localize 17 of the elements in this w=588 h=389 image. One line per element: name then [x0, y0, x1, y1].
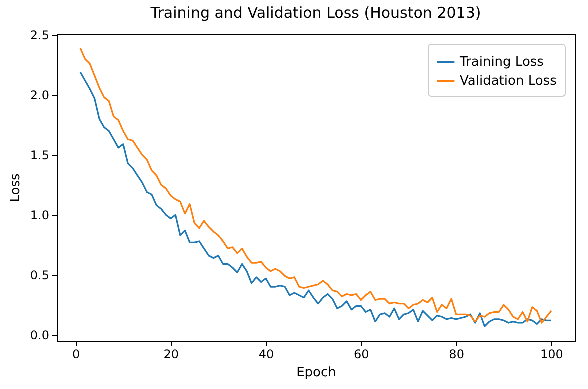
x-tick-label: 60 — [354, 348, 370, 362]
legend-label: Validation Loss — [460, 74, 558, 89]
y-tick-label: 2.0 — [30, 88, 50, 103]
y-tick-label: 2.5 — [30, 28, 50, 43]
x-tick-label: 0 — [72, 348, 80, 362]
y-tick-label: 0.0 — [30, 328, 50, 343]
x-tick-label: 20 — [164, 348, 180, 362]
x-axis-title: Epoch — [296, 366, 336, 380]
x-tick-label: 40 — [258, 348, 274, 362]
y-tick-label: 1.0 — [30, 208, 50, 223]
chart-title: Training and Validation Loss (Houston 2013) — [150, 4, 482, 22]
x-tick-label: 100 — [540, 348, 564, 362]
y-tick-label: 1.5 — [30, 148, 50, 163]
legend-label: Training Loss — [459, 55, 544, 70]
y-tick-label: 0.5 — [30, 268, 50, 283]
y-axis-title: Loss — [8, 174, 24, 202]
x-tick-label: 80 — [449, 348, 464, 362]
